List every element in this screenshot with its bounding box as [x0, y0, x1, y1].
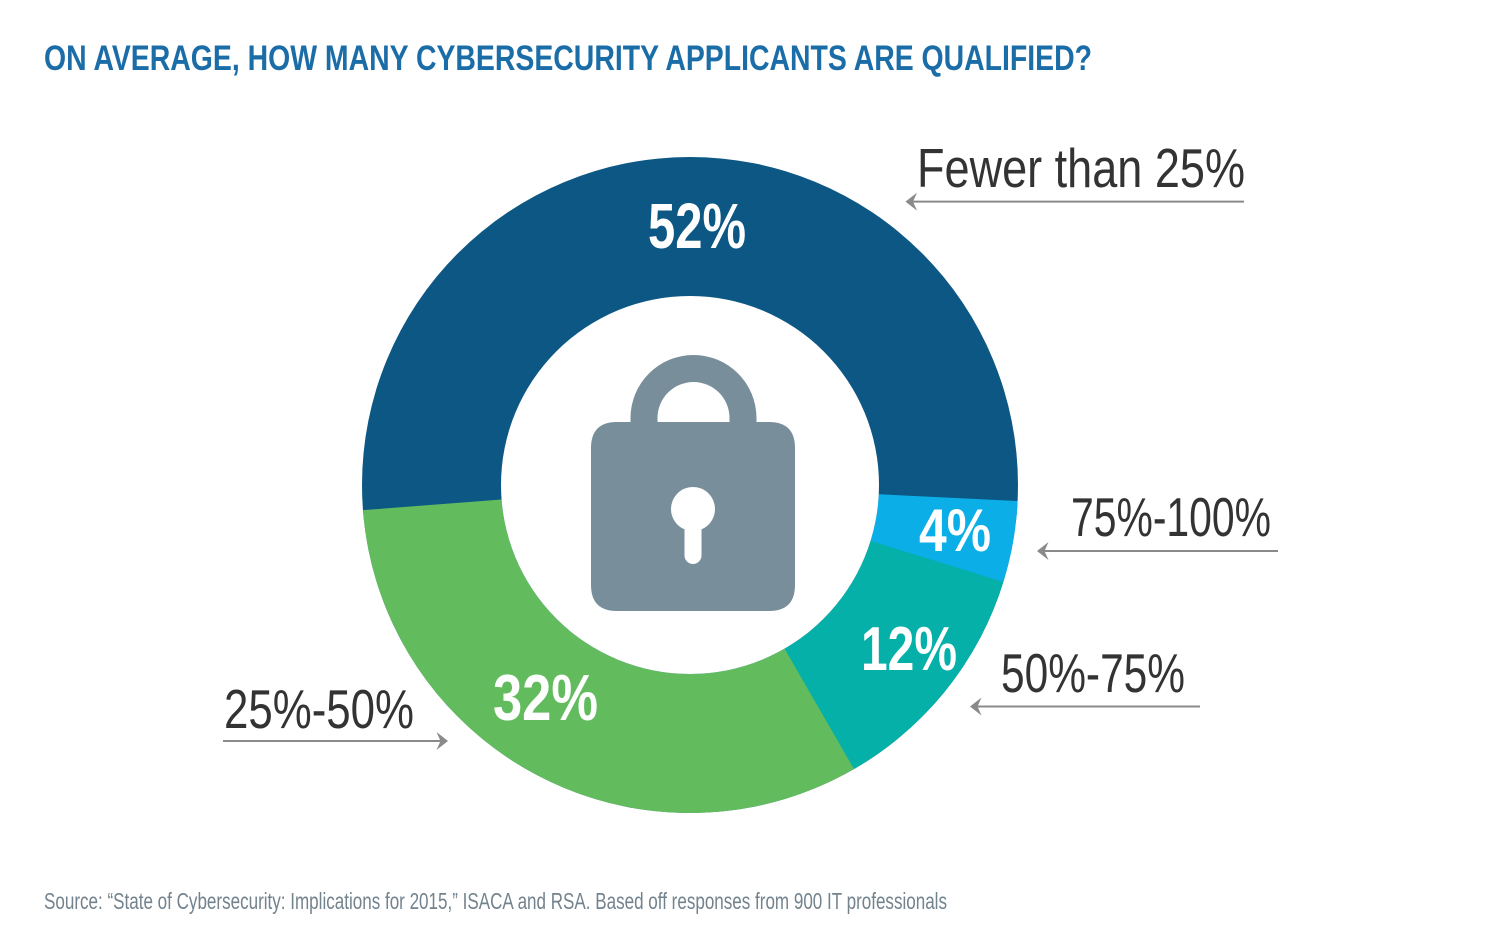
svg-text:32%: 32%	[493, 661, 598, 734]
svg-text:4%: 4%	[919, 497, 991, 564]
svg-text:50%-75%: 50%-75%	[1001, 642, 1185, 704]
svg-text:ON AVERAGE, HOW MANY CYBERSECU: ON AVERAGE, HOW MANY CYBERSECURITY APPLI…	[44, 38, 1092, 78]
svg-text:Fewer than 25%: Fewer than 25%	[917, 137, 1245, 199]
svg-text:Source: “State of Cybersecurit: Source: “State of Cybersecurity: Implica…	[44, 888, 947, 914]
svg-text:52%: 52%	[648, 190, 746, 262]
svg-text:25%-50%: 25%-50%	[224, 678, 414, 740]
svg-text:75%-100%: 75%-100%	[1071, 486, 1271, 548]
svg-text:12%: 12%	[861, 615, 957, 684]
